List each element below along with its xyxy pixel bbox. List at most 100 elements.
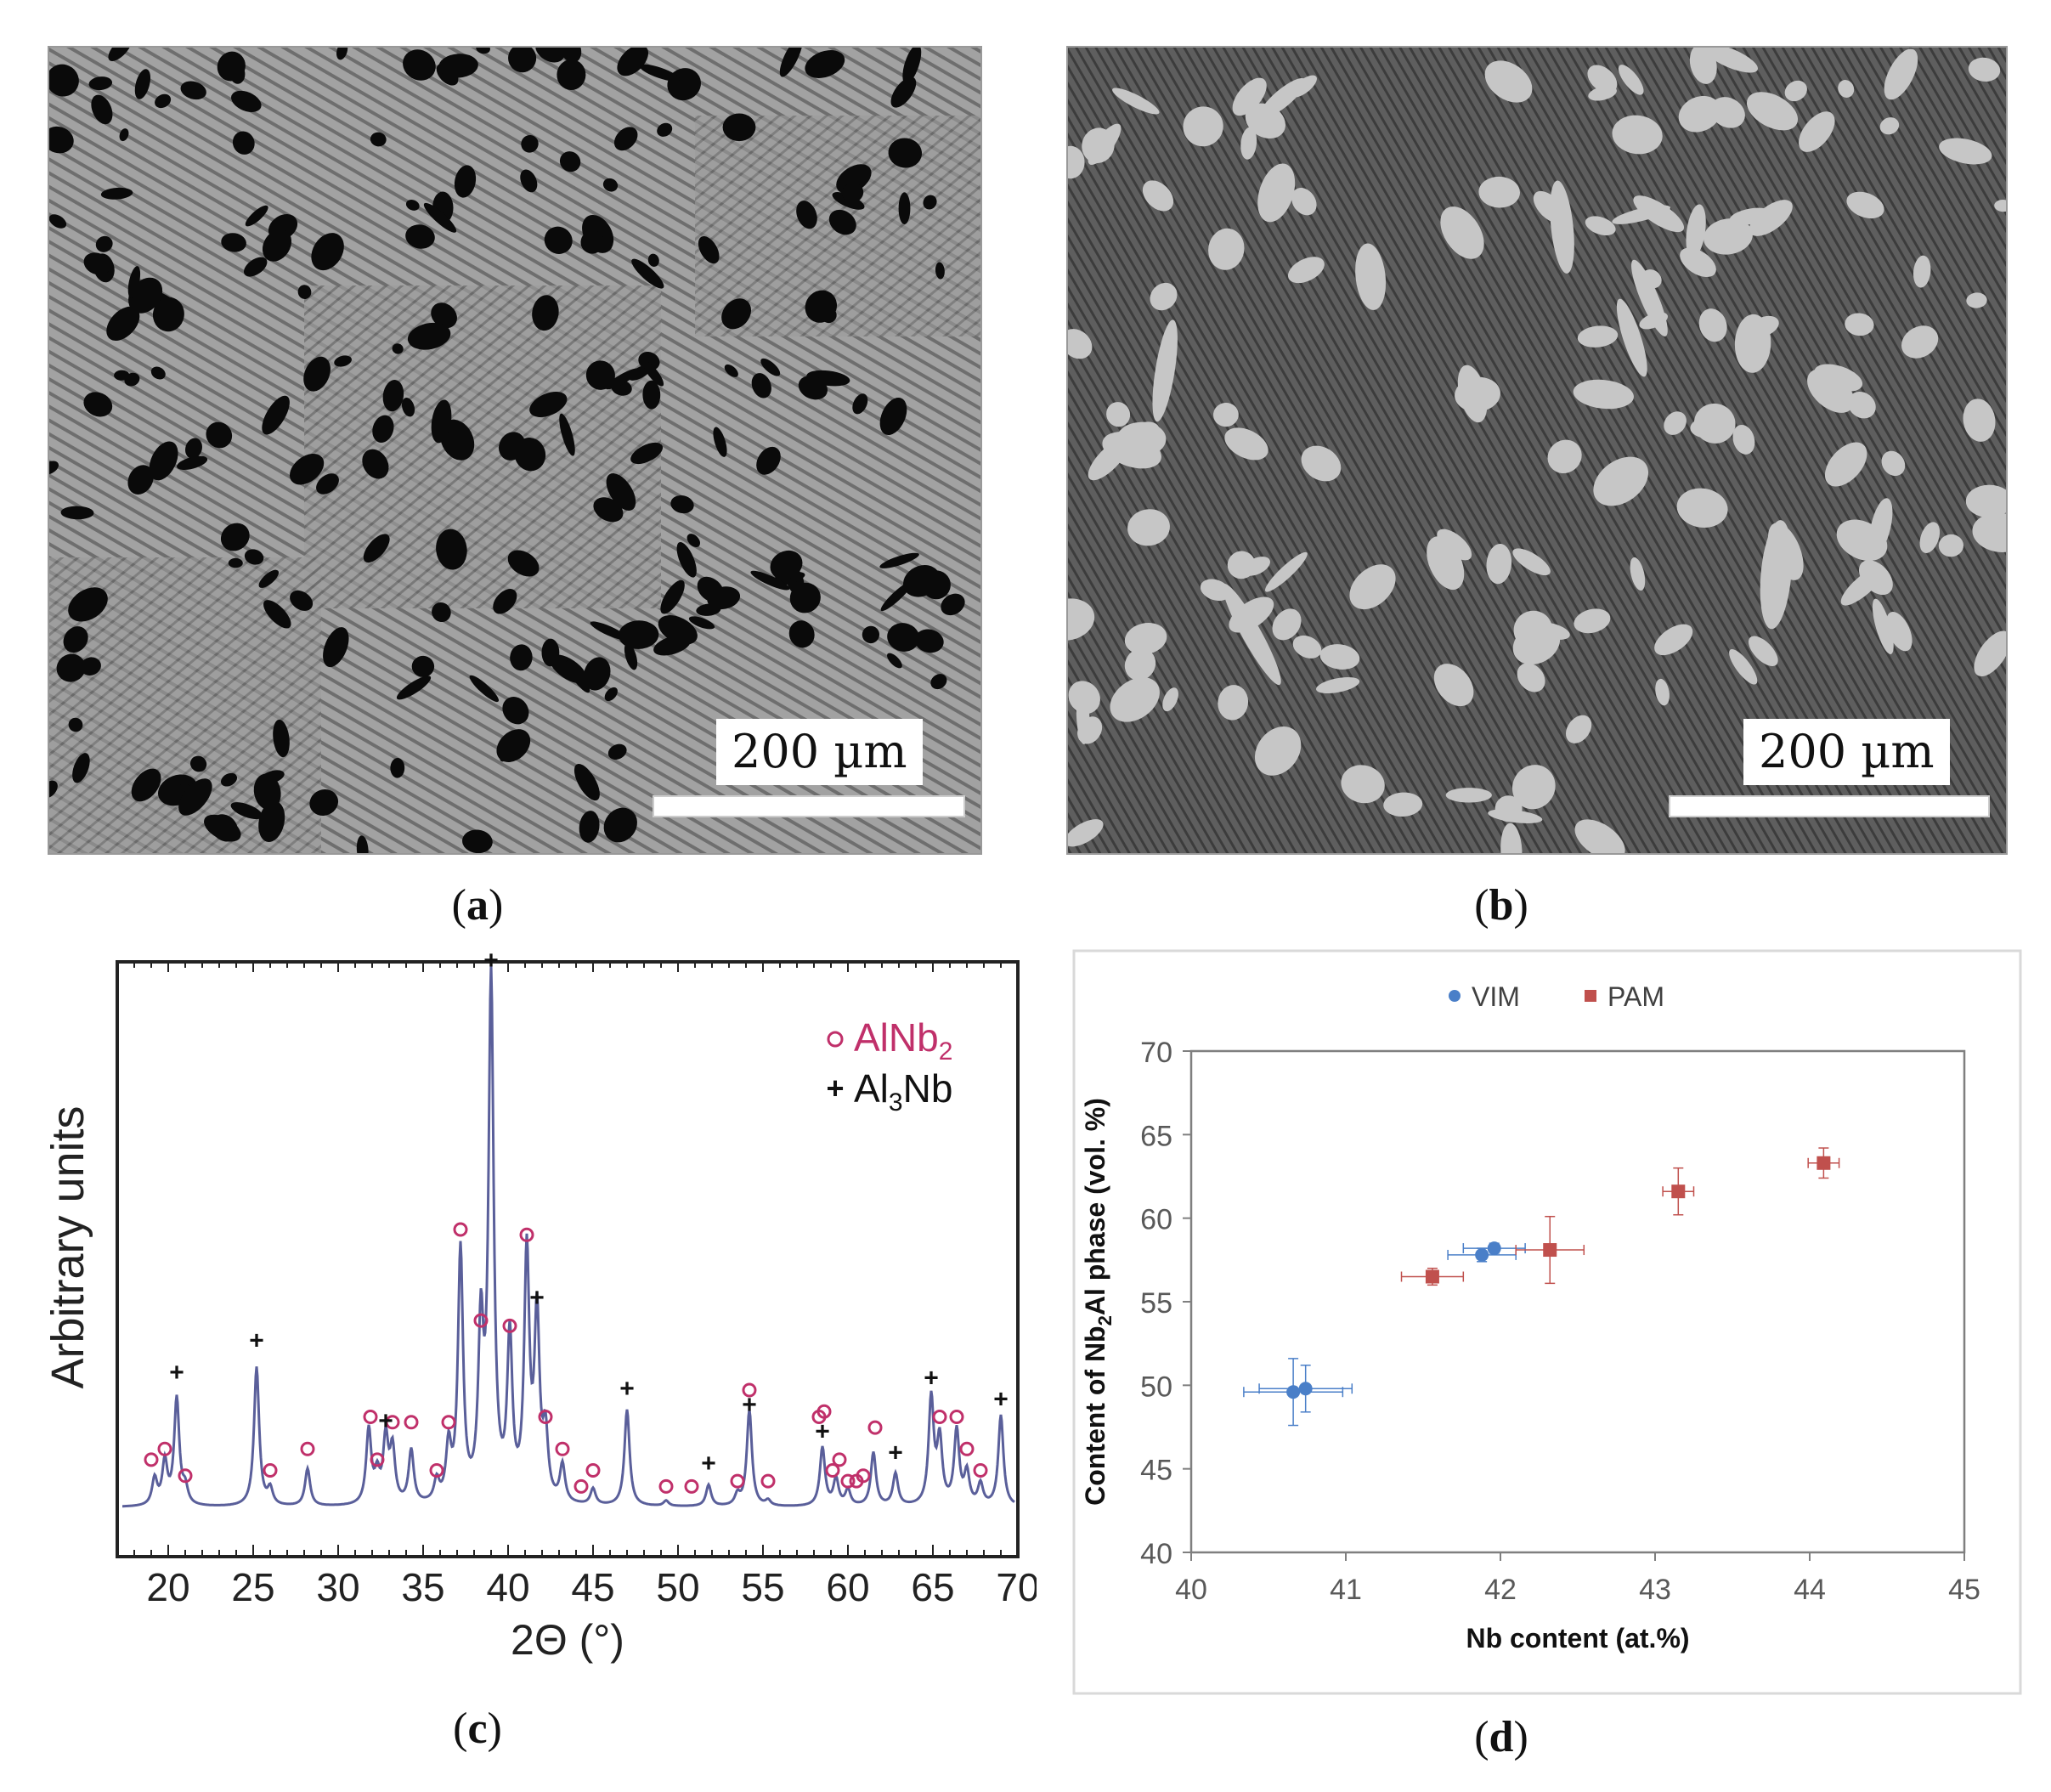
light-particle [1124, 647, 1156, 681]
dark-particle [686, 534, 700, 548]
light-particle [1440, 206, 1484, 259]
al3nb-peak-marker: + [815, 1417, 830, 1445]
light-particle [1127, 509, 1170, 546]
dark-particle [573, 764, 600, 801]
dark-particle [60, 506, 94, 520]
dark-particle [220, 523, 250, 551]
dark-particle [95, 235, 113, 252]
scatter-outer-frame [1072, 949, 2022, 1695]
dark-particle [127, 465, 154, 495]
dark-particle [372, 415, 394, 443]
light-particle [1068, 329, 1093, 359]
scale-label-b: 200 µm [1743, 719, 1950, 785]
caption-a: (a) [451, 881, 504, 930]
light-particle [1547, 439, 1582, 474]
dark-particle [49, 780, 58, 799]
light-particle [1183, 106, 1223, 147]
light-particle [1445, 788, 1492, 803]
dark-particle [131, 768, 161, 802]
light-particle [1316, 676, 1360, 694]
dark-particle [258, 800, 285, 842]
dark-particle [688, 616, 715, 630]
dark-particle [529, 392, 568, 417]
alnb2-peak-marker [867, 1420, 883, 1435]
dark-particle [828, 209, 856, 235]
dark-particle [751, 373, 771, 399]
dark-particle [411, 655, 435, 677]
legend-alnb2-subscript: 2 [939, 1037, 953, 1066]
light-particle [1577, 325, 1619, 348]
dark-particle [722, 113, 756, 142]
dark-particle [273, 719, 290, 758]
light-particle [1593, 456, 1649, 506]
light-particle [1573, 379, 1634, 410]
dark-particle [789, 582, 821, 613]
dark-particle [177, 455, 208, 470]
dark-particle [454, 165, 477, 198]
dark-particle [630, 442, 664, 465]
dark-particle [363, 534, 390, 563]
alnb2-peak-marker [385, 1415, 400, 1430]
alnb2-peak-marker [840, 1473, 856, 1489]
dark-particle [263, 600, 291, 629]
dark-particle [805, 290, 838, 323]
dark-particle [106, 306, 140, 341]
dark-particle [262, 229, 292, 262]
light-particle [1565, 715, 1592, 743]
dark-particle [260, 770, 285, 784]
light-particle [1710, 97, 1745, 128]
dark-particle [231, 90, 262, 112]
dark-particle [585, 360, 615, 390]
dark-particle [902, 48, 922, 84]
light-particle [1112, 88, 1160, 115]
alnb2-peak-marker [538, 1410, 553, 1424]
dark-particle [604, 687, 618, 702]
dark-particle [510, 644, 533, 671]
dark-particle [499, 730, 517, 762]
dark-particle [670, 495, 694, 514]
dark-particle [334, 355, 352, 367]
light-particle [1272, 608, 1302, 641]
xrd-x-tick-label: 45 [571, 1565, 614, 1609]
xrd-y-axis-label: Arbitrary units [42, 1105, 93, 1388]
light-particle [1846, 191, 1884, 219]
dark-particle [613, 127, 638, 151]
dark-particle [602, 178, 619, 192]
light-particle [1972, 512, 2006, 552]
dark-particle [798, 376, 828, 400]
dark-particle [879, 397, 907, 436]
vim-data-point [1298, 1382, 1313, 1396]
dark-particle [698, 235, 720, 264]
light-particle [1884, 48, 1918, 100]
dark-particle [423, 202, 457, 233]
light-particle [1126, 421, 1161, 448]
dark-particle [108, 48, 133, 62]
al3nb-peak-marker: + [993, 1386, 1009, 1414]
xrd-chart: 20 25 30 35 40 45 50 55 60 65 70 2Θ (°) Arbitrary un… [42, 952, 1037, 1664]
dark-particle [309, 789, 339, 816]
dark-particle [155, 93, 172, 109]
dark-particle [245, 205, 268, 227]
xrd-x-tick-label: 55 [741, 1565, 784, 1609]
dark-particle [362, 449, 389, 479]
light-particle [1484, 60, 1533, 103]
dark-particle [520, 169, 538, 193]
legend-al3nb-subscript: 3 [889, 1088, 903, 1116]
dark-particle [603, 807, 637, 843]
light-particle [1124, 622, 1167, 655]
light-particle [1616, 298, 1647, 377]
scatter-y-tick-label: 70 [1140, 1037, 1172, 1069]
dark-particle [289, 453, 325, 485]
dark-particle [152, 297, 184, 332]
light-particle [1513, 610, 1553, 649]
dark-particle [83, 252, 110, 275]
dark-particle [244, 549, 264, 565]
scatter-y-tick-label: 65 [1140, 1120, 1172, 1152]
caption-b-letter: b [1489, 881, 1514, 930]
dark-particle [788, 620, 815, 648]
light-particle [1254, 726, 1302, 776]
light-particle [1478, 176, 1520, 208]
light-particle [1630, 557, 1646, 591]
light-particle [1654, 624, 1693, 656]
dark-particle [134, 69, 151, 99]
